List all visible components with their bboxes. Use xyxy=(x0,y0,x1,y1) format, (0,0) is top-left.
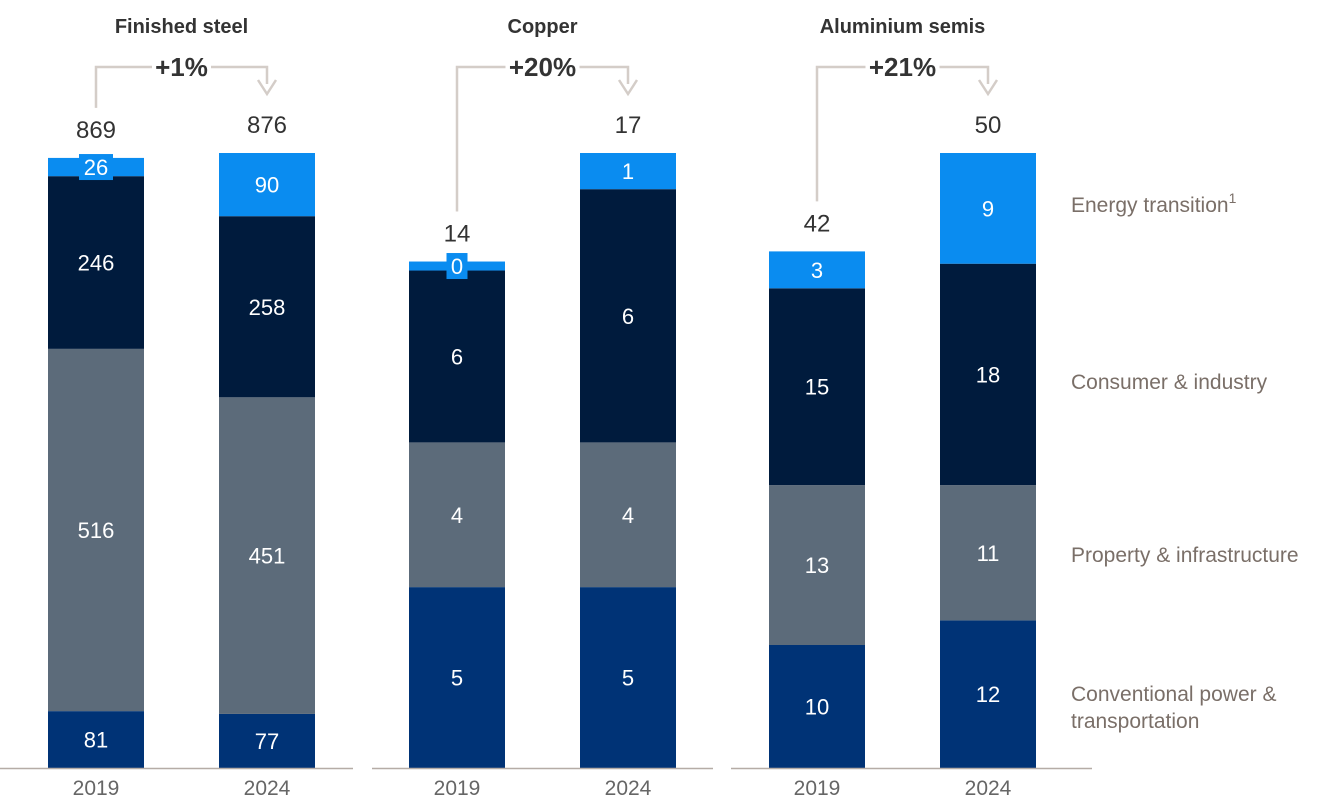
chart-legend: Energy transition1 Consumer & industry P… xyxy=(1071,190,1299,733)
data-label-consumer: 15 xyxy=(805,375,829,400)
data-label-property: 4 xyxy=(622,503,634,528)
bar-2024-consumer xyxy=(940,263,1036,486)
legend-property-infrastructure: Property & infrastructure xyxy=(1071,544,1299,567)
legend-conventional-power: Conventional power & transportation xyxy=(1071,683,1282,733)
tick-label-2019: 2019 xyxy=(794,777,841,800)
data-label-energy: 3 xyxy=(811,258,823,283)
data-label-consumer: 6 xyxy=(451,344,463,369)
data-label-conventional: 5 xyxy=(451,666,463,691)
growth-label: +1% xyxy=(155,52,208,82)
data-label-energy: 1 xyxy=(622,159,634,184)
growth-bracket-left xyxy=(815,65,866,202)
bar-2024-energy xyxy=(940,153,1036,264)
bar-2024-conventional xyxy=(580,587,676,768)
panel-title: Copper xyxy=(508,16,578,38)
data-label-consumer: 258 xyxy=(249,295,286,320)
growth-bracket-right xyxy=(939,65,990,84)
bar-2024-conventional xyxy=(219,713,315,768)
data-label-property: 11 xyxy=(977,541,1000,566)
data-label-property: 451 xyxy=(249,544,286,569)
growth-bracket-left xyxy=(455,65,506,212)
growth-label: +21% xyxy=(869,52,936,82)
bar-2019-property xyxy=(48,348,144,712)
bar-2024-conventional xyxy=(940,620,1036,768)
total-label-2019: 14 xyxy=(444,221,471,248)
data-label-conventional: 5 xyxy=(622,666,634,691)
growth-bracket-right xyxy=(579,65,630,84)
bar-2019-consumer xyxy=(409,270,505,443)
data-label-consumer: 246 xyxy=(78,251,115,276)
bar-2019-conventional xyxy=(409,587,505,768)
bar-2019-energy xyxy=(769,251,865,289)
chart-panel-aluminium-semis: Aluminium semis 10 13 15 3 42 2019 12 11 18 9 50 202… xyxy=(731,16,1092,800)
bar-2019-property xyxy=(769,485,865,645)
bar-2019-conventional xyxy=(48,711,144,768)
bar-2024-property xyxy=(580,442,676,588)
tick-label-2024: 2024 xyxy=(965,777,1012,800)
panel-title: Aluminium semis xyxy=(820,16,986,38)
bar-2024-consumer xyxy=(219,216,315,398)
total-label-2024: 876 xyxy=(247,112,287,139)
data-label-conventional: 10 xyxy=(805,695,829,720)
data-label-energy: 0 xyxy=(451,254,463,279)
chart-panel-copper: Copper 5 4 6 0 14 2019 5 4 6 1 17 2024 +20% xyxy=(372,16,713,800)
tick-label-2024: 2024 xyxy=(244,777,291,800)
growth-bracket-left xyxy=(94,65,152,108)
data-label-box xyxy=(446,253,468,280)
legend-energy-transition: Energy transition1 xyxy=(1071,190,1237,217)
legend-consumer-industry: Consumer & industry xyxy=(1071,371,1268,394)
bar-2024-consumer xyxy=(580,189,676,443)
data-label-consumer: 6 xyxy=(622,304,634,329)
total-label-2019: 869 xyxy=(76,117,116,144)
total-label-2019: 42 xyxy=(804,210,831,237)
tick-label-2024: 2024 xyxy=(605,777,652,800)
growth-arrow-head xyxy=(256,79,278,97)
bar-2024-property xyxy=(940,485,1036,621)
bar-2019-conventional xyxy=(769,645,865,768)
growth-arrow-head xyxy=(977,79,999,97)
bar-2019-property xyxy=(409,442,505,588)
data-label-consumer: 18 xyxy=(976,362,1000,387)
growth-bracket-right xyxy=(211,65,269,84)
bar-2019-consumer xyxy=(48,176,144,349)
data-label-conventional: 81 xyxy=(84,728,108,753)
data-label-property: 4 xyxy=(451,503,463,528)
data-label-box xyxy=(79,154,113,181)
data-label-property: 13 xyxy=(805,553,829,578)
bar-2024-energy xyxy=(219,153,315,217)
data-label-energy: 9 xyxy=(982,196,994,221)
data-label-energy: 26 xyxy=(84,155,108,180)
chart-panel-finished-steel: Finished steel 81 516 246 26 869 2019 77 451 258 9… xyxy=(0,16,353,800)
bar-2019-consumer xyxy=(769,288,865,486)
data-label-conventional: 12 xyxy=(976,682,1000,707)
data-label-conventional: 77 xyxy=(255,729,279,754)
tick-label-2019: 2019 xyxy=(434,777,481,800)
data-label-energy: 90 xyxy=(255,173,279,198)
growth-label: +20% xyxy=(509,52,576,82)
total-label-2024: 17 xyxy=(615,112,642,139)
tick-label-2019: 2019 xyxy=(73,777,120,800)
bar-2024-property xyxy=(219,397,315,714)
panel-title: Finished steel xyxy=(115,16,248,38)
growth-arrow-head xyxy=(617,79,639,97)
total-label-2024: 50 xyxy=(975,112,1002,139)
data-label-property: 516 xyxy=(78,518,115,543)
bar-2024-energy xyxy=(580,153,676,190)
